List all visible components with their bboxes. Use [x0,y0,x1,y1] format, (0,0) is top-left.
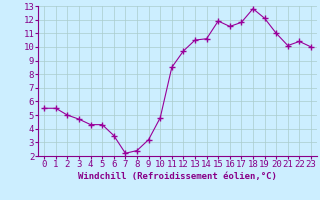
X-axis label: Windchill (Refroidissement éolien,°C): Windchill (Refroidissement éolien,°C) [78,172,277,181]
